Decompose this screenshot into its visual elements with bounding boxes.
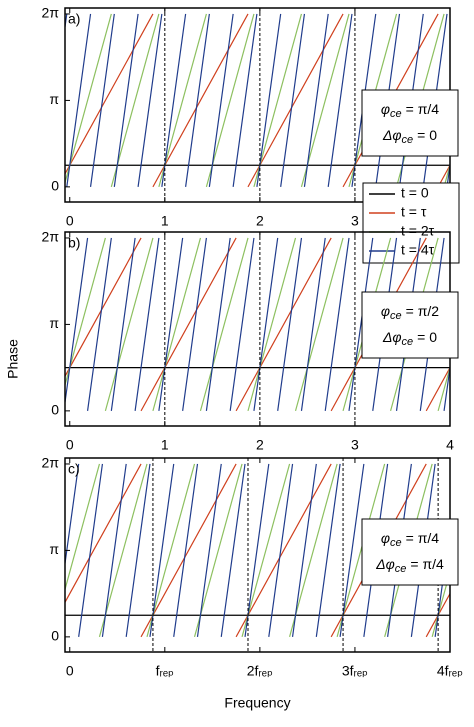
annotation-sub: ce xyxy=(395,563,407,575)
annotation-sub: ce xyxy=(402,336,414,348)
annotation: φce = π/2 xyxy=(381,303,439,322)
panel-label: a) xyxy=(68,11,80,27)
annotation-sub: ce xyxy=(390,537,402,549)
annotation-value: = 0 xyxy=(417,329,437,345)
panel-label: b) xyxy=(68,235,80,251)
x-tick-label: 4fᵣₑₚ xyxy=(437,663,463,679)
annotation-symbol: Δφ xyxy=(382,127,402,143)
x-tick-label: 0 xyxy=(66,663,74,679)
annotation-box xyxy=(361,89,459,157)
phase-line xyxy=(65,463,450,638)
legend-label: t = 2τ xyxy=(401,223,435,239)
annotation: Δφce = π/4 xyxy=(375,556,444,575)
annotation-value: = π/4 xyxy=(406,530,440,546)
legend-label: t = 4τ xyxy=(401,242,435,258)
x-tick-label: 4 xyxy=(446,437,454,453)
annotation-symbol: φ xyxy=(381,303,390,319)
y-tick-label: π xyxy=(49,91,59,107)
annotation-sub: ce xyxy=(390,310,402,322)
annotation-box xyxy=(361,291,459,359)
annotation-value: = 0 xyxy=(417,127,437,143)
y-tick-label: 0 xyxy=(51,178,59,194)
y-tick-label: 0 xyxy=(51,402,59,418)
annotation-symbol: Δφ xyxy=(375,556,395,572)
y-tick-label: π xyxy=(49,315,59,331)
x-tick-label: 1 xyxy=(161,213,169,229)
y-tick-label: 2π xyxy=(42,229,60,245)
annotation: Δφce = 0 xyxy=(382,127,437,146)
x-tick-label: 3 xyxy=(351,437,359,453)
y-tick-label: 0 xyxy=(51,628,59,644)
legend-label: t = 0 xyxy=(401,185,429,201)
annotation-sub: ce xyxy=(402,134,414,146)
x-tick-label: 1 xyxy=(161,437,169,453)
annotation-value: = π/4 xyxy=(406,101,440,117)
annotation-sub: ce xyxy=(390,108,402,120)
x-tick-label: 2 xyxy=(256,437,264,453)
annotation-value: = π/2 xyxy=(406,303,440,319)
annotation: φce = π/4 xyxy=(381,101,439,120)
annotation: φce = π/4 xyxy=(381,530,439,549)
panel-label: c) xyxy=(68,461,80,477)
x-tick-label: 2 xyxy=(256,213,264,229)
annotation-symbol: φ xyxy=(381,101,390,117)
x-tick-label: 2fᵣₑₚ xyxy=(247,663,273,679)
y-tick-label: 2π xyxy=(42,5,60,21)
phase-line xyxy=(65,13,450,188)
x-tick-label: 0 xyxy=(66,213,74,229)
y-tick-label: 2π xyxy=(42,455,60,471)
y-axis-label: Phase xyxy=(5,339,21,379)
annotation-symbol: φ xyxy=(381,530,390,546)
annotation-symbol: Δφ xyxy=(382,329,402,345)
annotation: Δφce = 0 xyxy=(382,329,437,348)
phase-line xyxy=(65,237,450,412)
x-tick-label: 0 xyxy=(66,437,74,453)
y-tick-label: π xyxy=(49,541,59,557)
x-tick-label: 3fᵣₑₚ xyxy=(342,663,368,679)
x-tick-label: 3 xyxy=(351,213,359,229)
x-axis-label: Frequency xyxy=(224,695,290,711)
x-tick-label: fᵣₑₚ xyxy=(156,663,174,679)
legend-label: t = τ xyxy=(401,204,427,220)
annotation-box xyxy=(361,518,459,586)
annotation-value: = π/4 xyxy=(410,556,444,572)
